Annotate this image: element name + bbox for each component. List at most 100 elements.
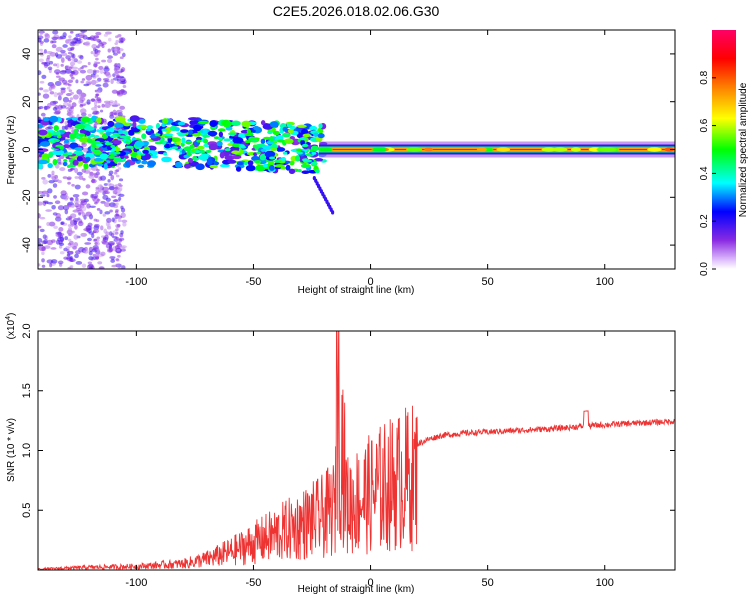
spectrogram-cell <box>76 171 83 176</box>
spectrogram-y-ticks: -40 -20 0 20 40 <box>21 48 675 253</box>
spectrogram-cell <box>115 174 120 178</box>
spectrogram-cell <box>109 111 114 117</box>
spectrogram-cell <box>115 202 119 206</box>
spectrogram-y-label: Frequency (Hz) <box>6 116 17 185</box>
spectrogram-cell <box>100 235 105 238</box>
spectrogram-cell <box>54 69 61 74</box>
spectrogram-cell <box>147 160 156 167</box>
spectrogram-cell <box>109 255 115 260</box>
spectrogram-cell <box>93 238 98 242</box>
spectrogram-cell <box>70 91 74 95</box>
spectrogram-cell <box>67 51 72 55</box>
spectrogram-cell <box>230 120 241 127</box>
spectrogram-cell <box>116 46 121 50</box>
spectrogram-cell <box>78 175 84 180</box>
spectrogram-cell <box>114 122 124 128</box>
spectrogram-cell <box>140 124 148 129</box>
spectrogram-cell <box>116 109 123 114</box>
spectrogram-cell <box>113 64 118 68</box>
spectrogram-cell <box>174 161 183 168</box>
spectrogram-cell <box>103 71 107 74</box>
spectrogram-cell <box>189 120 195 125</box>
spectrogram-cell <box>42 93 50 99</box>
spectrogram-cell <box>91 115 98 122</box>
spectrogram-cell <box>100 251 106 256</box>
spectrogram-cell <box>81 205 87 212</box>
spectrogram-cell <box>62 44 68 48</box>
spectrogram-cell <box>195 136 202 141</box>
spectrogram-cell <box>118 193 125 197</box>
spectrogram-cell <box>282 132 291 138</box>
spectrogram-cell <box>80 30 88 33</box>
spectrogram-cell <box>94 201 98 205</box>
spectrogram-cell <box>81 191 89 196</box>
spectrogram-cell <box>195 145 205 150</box>
colorbar-ticks: 0.0 0.2 0.4 0.6 0.8 <box>699 70 716 276</box>
spectrogram-cell <box>43 89 49 93</box>
spectrogram-cell <box>109 135 118 139</box>
spectrogram-cell <box>118 89 126 94</box>
spectrogram-cell <box>38 263 41 267</box>
spectrogram-cell <box>95 35 100 39</box>
spectrogram-cell <box>74 147 83 151</box>
spectrogram-cell <box>63 139 70 144</box>
spectrogram-cell <box>238 144 245 148</box>
spectrogram-cell <box>115 147 121 153</box>
spectrogram-cell <box>118 70 123 74</box>
spectrogram-cell <box>106 163 118 167</box>
spectrogram-cell <box>118 178 124 182</box>
spectrogram-cell <box>47 188 53 194</box>
x-tick-label: 100 <box>596 276 614 288</box>
spectrogram-cell <box>87 138 93 144</box>
spectrogram-cell <box>60 63 64 67</box>
spectrogram-cell <box>69 265 74 268</box>
spectrogram-cell <box>121 52 126 58</box>
spectrogram-cell <box>69 168 74 171</box>
spectrogram-cell <box>103 163 108 170</box>
spectrogram-cell <box>117 162 122 166</box>
spectrogram-cell <box>107 179 111 183</box>
spectrogram-cell <box>45 57 50 63</box>
spectrogram-cell <box>57 95 62 101</box>
spectrogram-cell <box>122 222 127 227</box>
spectrogram-cell <box>75 261 83 265</box>
spectrogram-cell <box>115 35 119 39</box>
spectrogram-cell <box>95 57 99 61</box>
spectrogram-cell <box>205 149 212 153</box>
spectrogram-cell <box>88 256 94 261</box>
x-tick-label: 100 <box>596 577 614 589</box>
spectrogram-cell <box>183 163 191 169</box>
spectrogram-cell <box>95 84 102 87</box>
spectrogram-cell <box>82 249 89 254</box>
spectrogram-cell <box>83 126 95 131</box>
spectrogram-cell <box>41 258 45 263</box>
spectrogram-cell <box>50 247 57 250</box>
spectrogram-cell <box>193 157 199 161</box>
spectrogram-cell <box>111 195 117 199</box>
spectrogram-cell <box>70 224 74 227</box>
spectrogram-cell <box>187 157 193 164</box>
spectrogram-cell <box>111 217 115 223</box>
spectrogram-cell <box>282 126 288 132</box>
spectrogram-cell <box>110 144 115 148</box>
spectrogram-cell <box>104 65 109 70</box>
spectrogram-cell <box>38 245 46 252</box>
spectrogram-cell <box>41 251 45 256</box>
spectrogram-cell <box>69 259 74 263</box>
spectrogram-cell <box>79 103 86 107</box>
x-tick-label: 50 <box>482 577 494 589</box>
spectrogram-cell <box>63 247 68 252</box>
spectrogram-cell <box>91 44 98 49</box>
spectrogram-cell <box>331 210 335 215</box>
spectrogram-cell <box>57 260 64 265</box>
spectrogram-cell <box>53 225 58 229</box>
spectrogram-cell <box>79 69 87 74</box>
spectrogram-cell <box>67 181 71 185</box>
x-tick-label: -100 <box>125 276 147 288</box>
spectrogram-cell <box>67 58 72 62</box>
spectrogram-cell <box>119 81 126 85</box>
spectrogram-cell <box>200 153 210 157</box>
y-tick-label: 1.0 <box>21 443 33 458</box>
spectrogram-cell <box>119 155 125 160</box>
spectrogram-cell <box>145 128 151 132</box>
